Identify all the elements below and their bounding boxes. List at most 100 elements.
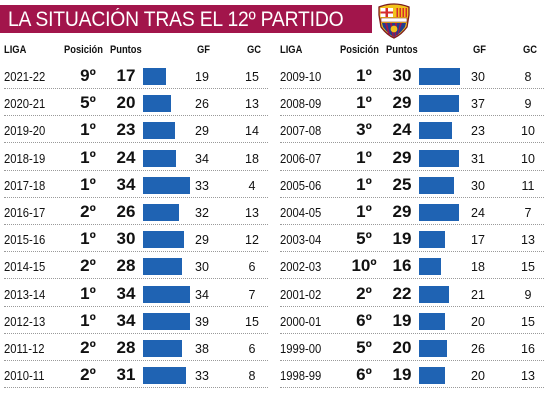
position-value: 10º	[351, 256, 377, 276]
table-row: 2009-10 1º 30 30 8	[276, 64, 544, 89]
row-divider	[4, 332, 268, 334]
goals-against-value: 13	[245, 97, 259, 112]
points-bar	[143, 149, 177, 167]
goals-for-value: 17	[471, 233, 485, 248]
title-bar: LA SITUACIÓN TRAS EL 12º PARTIDO	[0, 5, 372, 33]
goals-for-value: 26	[195, 97, 209, 112]
goals-for-value: 32	[195, 206, 209, 220]
goals-against-value: 11	[521, 178, 535, 193]
position-value: 5º	[356, 338, 372, 357]
row-divider	[280, 387, 544, 389]
season-label: 2021-22	[4, 70, 46, 84]
points-bar	[419, 340, 447, 357]
goals-for-value: 33	[195, 369, 209, 384]
goals-against-value: 15	[521, 314, 535, 329]
goals-against-value: 15	[521, 260, 535, 275]
fc-barcelona-crest-icon	[378, 3, 410, 39]
header: LA SITUACIÓN TRAS EL 12º PARTIDO	[0, 0, 544, 39]
season-label: 2008-09	[280, 97, 322, 112]
season-label: 1999-00	[280, 342, 322, 356]
header-posicion: Posición	[340, 44, 379, 56]
table-row: 2008-09 1º 29 37 9	[276, 91, 544, 117]
points-value: 20	[116, 93, 136, 113]
position-value: 5º	[80, 93, 96, 113]
points-bar	[419, 285, 450, 303]
header-gf: GF	[473, 44, 486, 56]
points-value: 34	[116, 174, 136, 194]
position-value: 1º	[356, 174, 372, 194]
table-row: 2017-18 1º 34 33 4	[0, 173, 268, 198]
points-value: 17	[116, 66, 136, 85]
header-liga: LIGA	[280, 44, 303, 56]
row-divider	[4, 224, 268, 225]
header-puntos: Puntos	[110, 44, 142, 56]
table-row: 2020-21 5º 20 26 13	[0, 91, 268, 117]
season-label: 2002-03	[280, 260, 322, 275]
row-divider	[4, 387, 268, 389]
points-value: 22	[392, 283, 412, 303]
goals-for-value: 19	[195, 70, 209, 84]
points-bar	[143, 340, 182, 357]
points-bar	[143, 258, 182, 276]
goals-against-value: 6	[248, 342, 256, 356]
position-value: 1º	[80, 147, 96, 167]
row-divider	[4, 142, 268, 144]
goals-against-value: 13	[521, 369, 535, 384]
position-value: 5º	[356, 229, 372, 249]
points-bar	[419, 149, 460, 167]
season-label: 2015-16	[4, 233, 46, 248]
position-value: 1º	[356, 66, 372, 85]
table-row: 2007-08 3º 24 23 10	[276, 118, 544, 144]
points-value: 34	[116, 283, 136, 303]
table-row: 2010-11 2º 31 33 8	[0, 363, 268, 389]
season-label: 2006-07	[280, 151, 322, 166]
table-row: 2016-17 2º 26 32 13	[0, 200, 268, 225]
row-divider	[4, 115, 268, 117]
table-row: 2006-07 1º 29 31 10	[276, 146, 544, 171]
points-bar	[419, 231, 446, 249]
season-label: 2010-11	[4, 369, 45, 384]
points-value: 16	[392, 256, 412, 276]
goals-for-value: 34	[195, 151, 209, 166]
season-label: 2004-05	[280, 206, 322, 220]
points-bar	[419, 95, 460, 113]
points-bar	[143, 285, 190, 303]
points-bar	[419, 204, 460, 221]
table-row: 2018-19 1º 24 34 18	[0, 146, 268, 171]
row-divider	[280, 360, 544, 361]
goals-for-value: 21	[471, 287, 485, 302]
row-divider	[280, 251, 544, 253]
table-row: 2004-05 1º 29 24 7	[276, 200, 544, 225]
points-value: 24	[116, 147, 136, 167]
goals-for-value: 39	[195, 314, 209, 329]
goals-for-value: 23	[471, 124, 485, 139]
season-label: 2009-10	[280, 70, 322, 84]
position-value: 9º	[80, 66, 96, 85]
points-value: 24	[392, 120, 412, 140]
goals-against-value: 13	[245, 206, 259, 220]
position-value: 1º	[80, 120, 96, 140]
goals-against-value: 15	[245, 70, 259, 84]
points-bar	[419, 122, 453, 140]
goals-against-value: 16	[521, 342, 535, 356]
season-label: 2017-18	[4, 178, 46, 193]
points-value: 29	[392, 93, 412, 113]
season-label: 1998-99	[280, 369, 322, 384]
goals-for-value: 26	[471, 342, 485, 356]
row-divider	[4, 278, 268, 280]
goals-for-value: 24	[471, 206, 485, 220]
goals-against-value: 6	[248, 260, 256, 275]
row-divider	[280, 332, 544, 334]
points-bar	[419, 258, 442, 276]
points-value: 30	[392, 66, 412, 85]
goals-for-value: 29	[195, 124, 209, 139]
row-divider	[4, 360, 268, 361]
goals-for-value: 20	[471, 314, 485, 329]
goals-against-value: 10	[521, 124, 535, 139]
position-value: 6º	[356, 310, 372, 330]
row-divider	[4, 169, 268, 171]
position-value: 1º	[80, 310, 96, 330]
goals-against-value: 14	[245, 124, 259, 139]
table-row: 2014-15 2º 28 30 6	[0, 254, 268, 280]
points-value: 26	[116, 202, 136, 221]
